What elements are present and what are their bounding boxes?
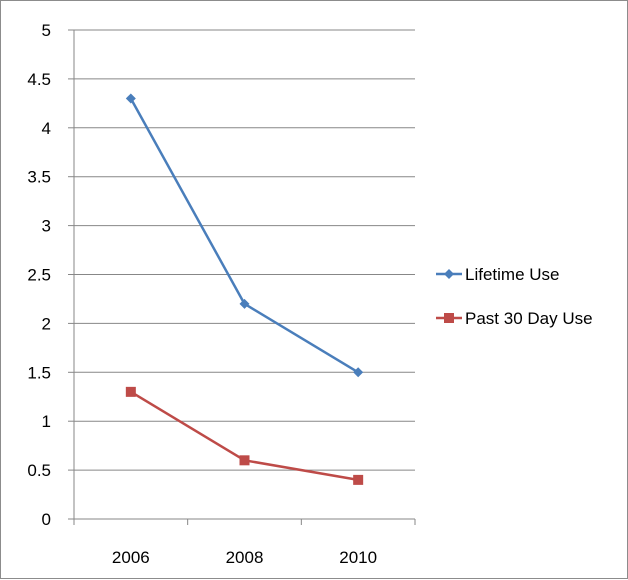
legend-marker-0 [444, 269, 454, 279]
y-tick-label-10: 5 [42, 21, 51, 40]
y-tick-label-2: 1 [42, 412, 51, 431]
data-point-1-0 [125, 386, 136, 397]
series-line-1 [130, 390, 359, 482]
legend-label-0: Lifetime Use [465, 265, 559, 284]
y-tick-label-9: 4.5 [27, 70, 51, 89]
y-tick-label-0: 0 [42, 510, 51, 529]
x-tick-label-1: 2008 [226, 548, 264, 567]
data-point-0-2 [353, 367, 364, 378]
series-line-0 [129, 97, 359, 374]
y-tick-label-1: 0.5 [27, 461, 51, 480]
legend-label-1: Past 30 Day Use [465, 309, 593, 328]
y-tick-label-6: 3 [42, 217, 51, 236]
x-tick-label-0: 2006 [112, 548, 150, 567]
y-tick-label-4: 2 [42, 314, 51, 333]
y-tick-label-3: 1.5 [27, 363, 51, 382]
data-point-0-1 [239, 298, 250, 309]
y-tick-label-8: 4 [42, 119, 51, 138]
data-point-1-1 [239, 455, 250, 466]
data-point-1-2 [353, 474, 364, 485]
y-tick-label-5: 2.5 [27, 266, 51, 285]
data-point-0-0 [125, 93, 136, 104]
y-tick-label-7: 3.5 [27, 168, 51, 187]
x-tick-label-2: 2010 [339, 548, 377, 567]
legend-marker-1 [444, 313, 454, 323]
